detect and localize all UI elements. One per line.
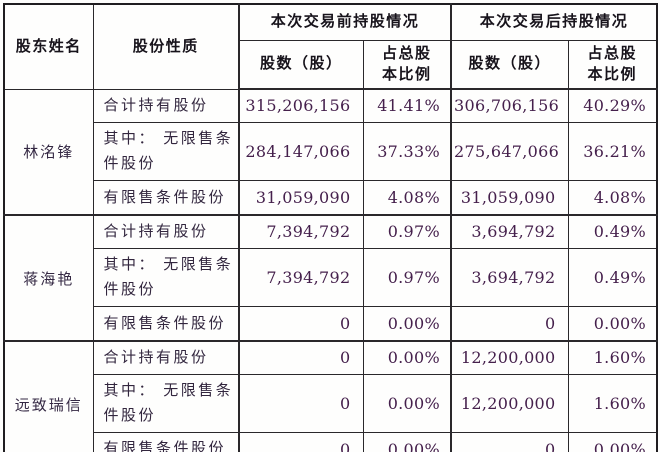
after-shares-value: 3,694,792 <box>450 214 569 249</box>
after-ratio-value: 1.60% <box>567 340 658 375</box>
after-ratio-value: 0.00% <box>567 431 658 452</box>
before-ratio-value: 0.00% <box>362 340 453 375</box>
table-body: 林洺锋 合计持有股份 315,206,156 41.41% 306,706,15… <box>3 88 658 452</box>
shareholder-name: 林洺锋 <box>3 88 94 216</box>
share-nature-label: 其中： 无限售条件股份 <box>92 121 240 181</box>
before-ratio-value: 4.08% <box>362 179 453 216</box>
after-ratio-value: 1.60% <box>567 373 658 433</box>
share-nature-label: 有限售条件股份 <box>92 431 240 452</box>
before-shares-value: 7,394,792 <box>238 214 364 249</box>
table-row: 其中： 无限售条件股份 0 0.00% 12,200,000 1.60% <box>4 373 658 433</box>
share-nature-label: 合计持有股份 <box>92 214 240 249</box>
before-shares-value: 315,206,156 <box>238 88 364 123</box>
after-shares-value: 12,200,000 <box>450 340 569 375</box>
after-shares-value: 31,059,090 <box>450 179 569 216</box>
before-shares-value: 284,147,066 <box>238 121 364 181</box>
after-shares-value: 275,647,066 <box>450 121 569 181</box>
header-share-nature: 股份性质 <box>92 3 240 90</box>
before-shares-value: 31,059,090 <box>238 179 364 216</box>
table-header: 股东姓名 股份性质 本次交易前持股情况 本次交易后持股情况 股数（股） 占总股本… <box>3 3 658 90</box>
share-nature-label: 有限售条件股份 <box>92 179 240 216</box>
before-shares-value: 0 <box>238 373 364 433</box>
after-shares-value: 12,200,000 <box>450 373 569 433</box>
header-before-shares: 股数（股） <box>238 39 364 90</box>
after-ratio-value: 36.21% <box>567 121 658 181</box>
table-row: 远致瑞信 合计持有股份 0 0.00% 12,200,000 1.60% <box>3 340 658 452</box>
table-row: 有限售条件股份 0 0.00% 0 0.00% <box>4 305 658 342</box>
before-shares-value: 7,394,792 <box>238 247 364 307</box>
after-ratio-value: 40.29% <box>567 88 658 123</box>
table-row: 其中： 无限售条件股份 7,394,792 0.97% 3,694,792 0.… <box>4 247 658 307</box>
shareholder-name: 蒋海艳 <box>3 214 94 342</box>
before-shares-value: 0 <box>238 340 364 375</box>
before-shares-value: 0 <box>238 431 364 452</box>
before-ratio-value: 0.00% <box>362 373 453 433</box>
share-nature-label: 其中： 无限售条件股份 <box>92 373 240 433</box>
share-nature-label: 其中： 无限售条件股份 <box>92 247 240 307</box>
after-shares-value: 0 <box>450 305 569 342</box>
before-ratio-value: 0.97% <box>362 214 453 249</box>
after-shares-value: 306,706,156 <box>450 88 569 123</box>
after-ratio-value: 4.08% <box>567 179 658 216</box>
table-row: 有限售条件股份 31,059,090 4.08% 31,059,090 4.08… <box>4 179 658 216</box>
shareholding-table: 股东姓名 股份性质 本次交易前持股情况 本次交易后持股情况 股数（股） 占总股本… <box>3 3 659 452</box>
table-row: 蒋海艳 合计持有股份 7,394,792 0.97% 3,694,792 0.4… <box>3 214 658 342</box>
header-after-shares: 股数（股） <box>450 39 569 90</box>
after-ratio-value: 0.00% <box>567 305 658 342</box>
header-shareholder-name: 股东姓名 <box>3 3 94 90</box>
before-ratio-value: 37.33% <box>362 121 453 181</box>
shareholder-name: 远致瑞信 <box>3 340 94 452</box>
share-nature-label: 合计持有股份 <box>92 88 240 123</box>
after-ratio-value: 0.49% <box>567 247 658 307</box>
table-row: 林洺锋 合计持有股份 315,206,156 41.41% 306,706,15… <box>3 88 658 216</box>
before-ratio-value: 0.97% <box>362 247 453 307</box>
header-row-sub: 股数（股） 占总股本比例 股数（股） 占总股本比例 <box>4 39 658 90</box>
after-shares-value: 0 <box>450 431 569 452</box>
after-shares-value: 3,694,792 <box>450 247 569 307</box>
table-row: 有限售条件股份 0 0.00% 0 0.00% <box>4 431 658 452</box>
before-shares-value: 0 <box>238 305 364 342</box>
share-nature-label: 有限售条件股份 <box>92 305 240 342</box>
before-ratio-value: 0.00% <box>362 305 453 342</box>
table-row: 其中： 无限售条件股份 284,147,066 37.33% 275,647,0… <box>4 121 658 181</box>
after-ratio-value: 0.49% <box>567 214 658 249</box>
before-ratio-value: 0.00% <box>362 431 453 452</box>
share-nature-label: 合计持有股份 <box>92 340 240 375</box>
header-after-ratio: 占总股本比例 <box>567 39 658 90</box>
header-before-transaction: 本次交易前持股情况 <box>238 3 453 41</box>
header-after-transaction: 本次交易后持股情况 <box>450 3 658 41</box>
before-ratio-value: 41.41% <box>362 88 453 123</box>
header-row-top: 股东姓名 股份性质 本次交易前持股情况 本次交易后持股情况 <box>3 3 658 90</box>
header-before-ratio: 占总股本比例 <box>362 39 453 90</box>
